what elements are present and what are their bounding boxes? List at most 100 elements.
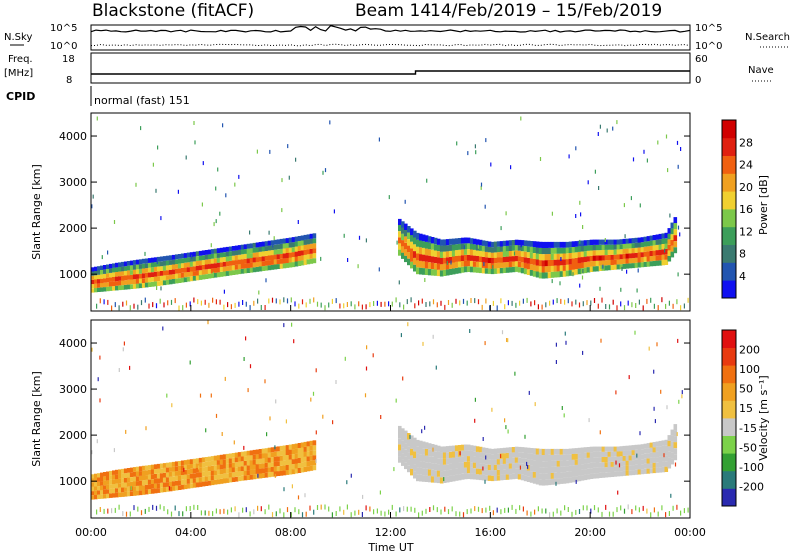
velocity-cell xyxy=(469,467,474,474)
power-cell xyxy=(430,243,435,250)
velocity-noise-cell xyxy=(114,507,116,513)
velocity-cell xyxy=(189,459,194,464)
velocity-cell xyxy=(433,470,438,477)
power-noise-cell xyxy=(470,298,472,303)
power-cell xyxy=(586,267,591,273)
velocity-noise-cell xyxy=(481,508,483,514)
power-cell xyxy=(457,249,462,256)
velocity-cell xyxy=(189,464,194,469)
power-cell xyxy=(103,282,107,288)
power-cell xyxy=(401,240,405,247)
power-scatter-cell xyxy=(297,220,299,224)
power-cell xyxy=(622,258,627,264)
velocity-cell xyxy=(442,476,447,483)
power-scatter-cell xyxy=(677,272,679,277)
power-cell xyxy=(631,263,636,269)
velocity-cell xyxy=(487,459,492,465)
velocity-cell xyxy=(115,488,119,493)
power-cell xyxy=(246,258,251,264)
power-noise-cell xyxy=(193,297,195,303)
velocity-noise-cell xyxy=(122,511,124,517)
power-cell xyxy=(180,253,185,259)
power-cell xyxy=(112,286,116,291)
velocity-cell xyxy=(631,455,636,461)
velocity-cell xyxy=(165,477,170,482)
velocity-cell xyxy=(466,473,471,479)
power-cell xyxy=(147,267,152,273)
power-cell xyxy=(520,245,525,252)
power-scatter-cell xyxy=(456,141,458,146)
power-scatter-cell xyxy=(551,211,553,216)
velocity-cell xyxy=(97,477,101,482)
power-cell xyxy=(291,247,296,253)
power-cell xyxy=(213,248,218,254)
power-cell xyxy=(619,254,624,260)
velocity-noise-cell xyxy=(189,506,191,511)
power-scatter-cell xyxy=(676,140,679,145)
velocity-cell xyxy=(511,457,516,464)
power-cell xyxy=(204,269,209,275)
power-cell xyxy=(562,241,567,248)
velocity-cell xyxy=(94,486,98,491)
velocity-cell xyxy=(419,474,423,482)
power-cell xyxy=(646,246,651,252)
velocity-cell xyxy=(496,459,501,465)
velocity-cell xyxy=(511,452,516,458)
velocity-cell xyxy=(109,479,113,485)
velocity-noise-cell xyxy=(152,504,154,510)
velocity-cell xyxy=(103,489,107,495)
velocity-cell xyxy=(201,462,206,468)
power-cell xyxy=(413,244,417,252)
velocity-cell xyxy=(607,446,612,452)
power-ytick-label: 1000 xyxy=(59,268,87,281)
power-cell xyxy=(109,281,113,287)
velocity-cell xyxy=(225,468,230,474)
power-cell xyxy=(511,261,516,267)
velocity-scatter-cell xyxy=(507,429,509,434)
velocity-noise-cell xyxy=(227,509,229,515)
power-noise-cell xyxy=(242,300,244,305)
power-cell xyxy=(216,267,221,273)
power-cell xyxy=(103,287,107,292)
velocity-cell xyxy=(273,451,278,457)
velocity-noise-cell xyxy=(680,510,682,516)
power-cell xyxy=(180,272,185,278)
velocity-cell xyxy=(454,445,459,452)
power-cell xyxy=(556,265,561,272)
velocity-noise-cell xyxy=(545,508,547,514)
power-noise-cell xyxy=(612,299,614,305)
velocity-cell xyxy=(604,451,609,457)
power-cell xyxy=(493,268,498,274)
velocity-cell xyxy=(646,443,651,449)
velocity-cell xyxy=(228,463,233,468)
power-cell xyxy=(526,240,531,247)
power-scatter-cell xyxy=(485,138,487,143)
power-cell xyxy=(634,237,639,243)
velocity-scatter-cell xyxy=(599,430,601,435)
power-cell xyxy=(297,246,302,251)
velocity-cell xyxy=(135,466,140,472)
power-cell xyxy=(541,260,546,267)
power-cell xyxy=(427,249,432,256)
velocity-cell xyxy=(472,468,477,474)
power-cell xyxy=(97,266,101,271)
velocity-noise-cell xyxy=(451,506,453,512)
velocity-cell xyxy=(413,471,417,479)
velocity-cell xyxy=(592,462,597,468)
power-cell xyxy=(529,246,534,253)
velocity-cell xyxy=(210,460,215,466)
power-cell xyxy=(421,247,426,255)
velocity-cell xyxy=(652,452,657,458)
power-cell xyxy=(171,259,176,265)
power-cell xyxy=(526,252,531,258)
power-colorbar-tick: 12 xyxy=(739,225,753,238)
power-cell xyxy=(141,283,146,288)
power-cell xyxy=(661,254,666,260)
velocity-cell xyxy=(532,460,537,466)
power-cell xyxy=(478,256,483,262)
velocity-cell xyxy=(607,456,612,462)
velocity-scatter-cell xyxy=(618,463,621,468)
velocity-cell xyxy=(413,451,417,459)
power-cell xyxy=(565,247,570,254)
